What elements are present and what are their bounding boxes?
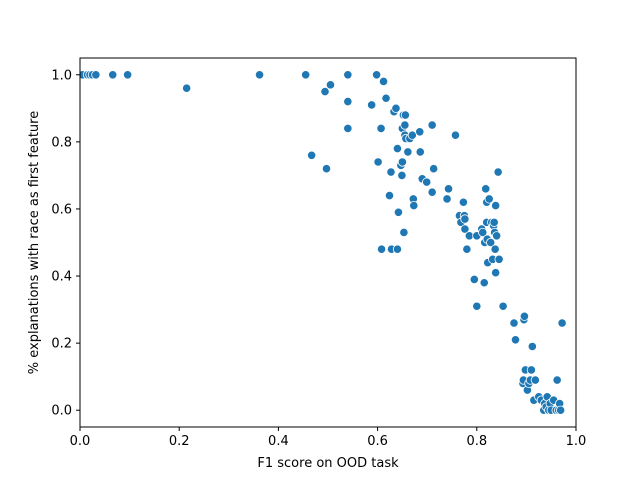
data-point [427, 120, 437, 130]
x-tick-label: 0.6 [367, 434, 388, 449]
data-point [427, 187, 437, 197]
data-point [443, 184, 454, 194]
data-point [301, 70, 311, 80]
data-point [367, 100, 377, 110]
data-point [381, 93, 391, 103]
y-tick-label: 0.0 [51, 404, 72, 419]
data-point [403, 147, 413, 157]
data-point [442, 194, 452, 204]
data-point [492, 231, 502, 241]
data-point [376, 244, 387, 254]
data-point [491, 201, 501, 211]
data-point [343, 97, 353, 107]
data-point [399, 227, 409, 238]
data-point [556, 405, 566, 415]
data-point [460, 214, 470, 224]
data-point [458, 197, 469, 207]
data-point [490, 244, 500, 254]
data-point [486, 237, 496, 248]
data-point [460, 224, 470, 234]
data-point [392, 143, 403, 154]
data-point [391, 103, 401, 113]
data-point [509, 318, 519, 328]
points-layer [80, 70, 567, 415]
data-point [450, 130, 461, 140]
data-point [498, 301, 508, 311]
data-point [378, 76, 389, 87]
data-point [392, 244, 403, 254]
y-tick-label: 0.8 [51, 135, 72, 150]
data-point [400, 120, 410, 130]
y-tick-label: 0.4 [51, 270, 72, 285]
data-point [462, 244, 472, 254]
x-tick-label: 0.8 [466, 434, 487, 449]
data-point [527, 341, 537, 352]
ticks-layer: 0.0 0.2 0.4 0.6 0.8 1.0 0.0 0.2 0.4 0.6 0.8 1.0 [51, 68, 586, 449]
plot-frame [79, 57, 577, 428]
x-axis-label: F1 score on OOD task [257, 456, 399, 471]
y-tick-label: 0.6 [51, 202, 72, 217]
data-point [472, 301, 482, 311]
y-tick-label: 1.0 [51, 68, 72, 83]
data-point [493, 167, 503, 177]
data-point [557, 318, 567, 328]
data-point [393, 207, 404, 217]
data-point [397, 170, 407, 181]
x-tick-label: 0.0 [70, 434, 91, 449]
data-point [320, 86, 330, 97]
x-tick-label: 1.0 [566, 434, 587, 449]
data-point [469, 274, 479, 284]
data-point [429, 164, 439, 174]
data-point [510, 335, 521, 345]
data-point [91, 70, 101, 80]
data-point [397, 157, 407, 167]
data-point [123, 70, 133, 80]
data-point [409, 201, 419, 211]
data-point [182, 83, 192, 93]
data-point [552, 375, 562, 385]
data-point [415, 127, 425, 137]
data-point [254, 70, 265, 80]
data-point [372, 70, 382, 80]
data-point [343, 70, 353, 80]
data-point [526, 365, 536, 375]
data-point [422, 177, 432, 187]
data-point [108, 70, 118, 80]
y-axis-label: % explanations with race as first featur… [27, 111, 42, 374]
data-point [481, 184, 491, 194]
data-point [325, 80, 336, 90]
data-point [519, 311, 530, 321]
data-point [530, 375, 540, 385]
data-point [407, 130, 417, 140]
data-point [400, 110, 410, 120]
x-tick-label: 0.4 [268, 434, 289, 449]
data-point [479, 278, 489, 288]
data-point [386, 167, 396, 177]
data-point [376, 123, 386, 134]
data-point [384, 190, 395, 201]
y-tick-label: 0.2 [51, 337, 72, 352]
data-point [494, 254, 504, 264]
data-point [491, 268, 501, 278]
data-point [343, 123, 353, 134]
data-point [415, 147, 425, 157]
data-point [307, 150, 317, 160]
data-point [489, 217, 499, 227]
data-point [321, 164, 332, 174]
data-point [373, 157, 383, 167]
x-tick-label: 0.2 [169, 434, 190, 449]
data-point [484, 194, 494, 204]
data-point [478, 227, 488, 238]
